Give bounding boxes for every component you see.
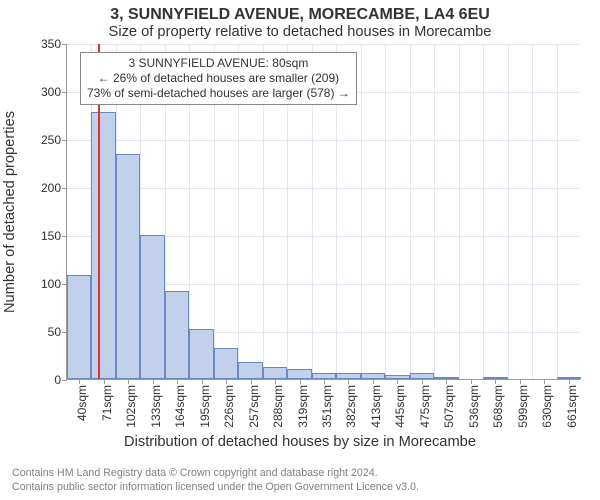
y-tick-label: 250 xyxy=(41,133,67,147)
histogram-bar xyxy=(287,369,311,379)
grid-line-v xyxy=(508,44,509,379)
x-tick-label: 319sqm xyxy=(296,385,310,428)
grid-line-v xyxy=(361,44,362,379)
grid-line-h xyxy=(67,188,580,189)
info-line-3: 73% of semi-detached houses are larger (… xyxy=(87,86,350,101)
grid-line-v xyxy=(557,44,558,379)
x-tick-label: 630sqm xyxy=(540,385,554,428)
page-title-line1: 3, SUNNYFIELD AVENUE, MORECAMBE, LA4 6EU xyxy=(0,6,600,24)
x-tick-mark xyxy=(300,379,301,384)
x-tick-label: 445sqm xyxy=(393,385,407,428)
x-tick-mark xyxy=(446,379,447,384)
x-tick-label: 599sqm xyxy=(516,385,530,428)
x-tick-mark xyxy=(471,379,472,384)
y-tick-label: 300 xyxy=(41,85,67,99)
x-tick-label: 71sqm xyxy=(100,385,114,421)
y-tick-label: 350 xyxy=(41,37,67,51)
x-tick-label: 288sqm xyxy=(271,385,285,428)
histogram-bar xyxy=(263,367,287,379)
info-line-1: 3 SUNNYFIELD AVENUE: 80sqm xyxy=(87,56,350,71)
x-tick-mark xyxy=(251,379,252,384)
histogram-bar xyxy=(189,329,213,379)
x-tick-mark xyxy=(495,379,496,384)
x-axis-label: Distribution of detached houses by size … xyxy=(0,434,600,450)
grid-line-v xyxy=(532,44,533,379)
info-line-2: ← 26% of detached houses are smaller (20… xyxy=(87,71,350,86)
x-tick-mark xyxy=(520,379,521,384)
y-tick-label: 100 xyxy=(41,277,67,291)
x-tick-mark xyxy=(226,379,227,384)
info-box: 3 SUNNYFIELD AVENUE: 80sqm ← 26% of deta… xyxy=(80,52,357,105)
histogram-bar xyxy=(214,348,238,379)
x-tick-label: 661sqm xyxy=(565,385,579,428)
x-tick-mark xyxy=(544,379,545,384)
grid-line-h xyxy=(67,140,580,141)
histogram-bar xyxy=(140,235,164,379)
x-tick-mark xyxy=(128,379,129,384)
x-tick-label: 536sqm xyxy=(467,385,481,428)
y-axis-label: Number of detached properties xyxy=(2,111,18,313)
x-tick-mark xyxy=(373,379,374,384)
x-tick-label: 257sqm xyxy=(247,385,261,428)
grid-line-v xyxy=(385,44,386,379)
page-title-line2: Size of property relative to detached ho… xyxy=(0,24,600,40)
y-tick-label: 150 xyxy=(41,229,67,243)
y-tick-label: 50 xyxy=(48,325,67,339)
x-tick-label: 133sqm xyxy=(149,385,163,428)
grid-line-h xyxy=(67,44,580,45)
x-tick-mark xyxy=(348,379,349,384)
y-tick-label: 200 xyxy=(41,181,67,195)
x-tick-mark xyxy=(177,379,178,384)
x-tick-label: 102sqm xyxy=(124,385,138,428)
x-tick-mark xyxy=(422,379,423,384)
x-tick-mark xyxy=(153,379,154,384)
x-tick-label: 351sqm xyxy=(320,385,334,428)
histogram-bar xyxy=(165,291,189,379)
footer-line-1: Contains HM Land Registry data © Crown c… xyxy=(12,467,419,480)
x-tick-label: 568sqm xyxy=(491,385,505,428)
grid-line-v xyxy=(410,44,411,379)
x-tick-mark xyxy=(275,379,276,384)
grid-line-v xyxy=(434,44,435,379)
x-tick-label: 507sqm xyxy=(442,385,456,428)
histogram-bar xyxy=(67,275,91,379)
y-tick-label: 0 xyxy=(54,373,67,387)
x-tick-mark xyxy=(324,379,325,384)
x-tick-mark xyxy=(104,379,105,384)
x-tick-label: 382sqm xyxy=(344,385,358,428)
footer-line-2: Contains public sector information licen… xyxy=(12,481,419,494)
histogram-bar xyxy=(116,154,140,379)
grid-line-v xyxy=(459,44,460,379)
x-tick-label: 226sqm xyxy=(222,385,236,428)
x-tick-mark xyxy=(569,379,570,384)
x-tick-mark xyxy=(79,379,80,384)
x-tick-label: 413sqm xyxy=(369,385,383,428)
footer-attribution: Contains HM Land Registry data © Crown c… xyxy=(12,467,419,494)
x-tick-label: 195sqm xyxy=(198,385,212,428)
histogram-bar xyxy=(91,112,115,379)
x-tick-mark xyxy=(202,379,203,384)
x-tick-label: 475sqm xyxy=(418,385,432,428)
x-tick-label: 40sqm xyxy=(75,385,89,421)
x-tick-mark xyxy=(397,379,398,384)
grid-line-v xyxy=(483,44,484,379)
histogram-bar xyxy=(238,362,262,379)
x-tick-label: 164sqm xyxy=(173,385,187,428)
